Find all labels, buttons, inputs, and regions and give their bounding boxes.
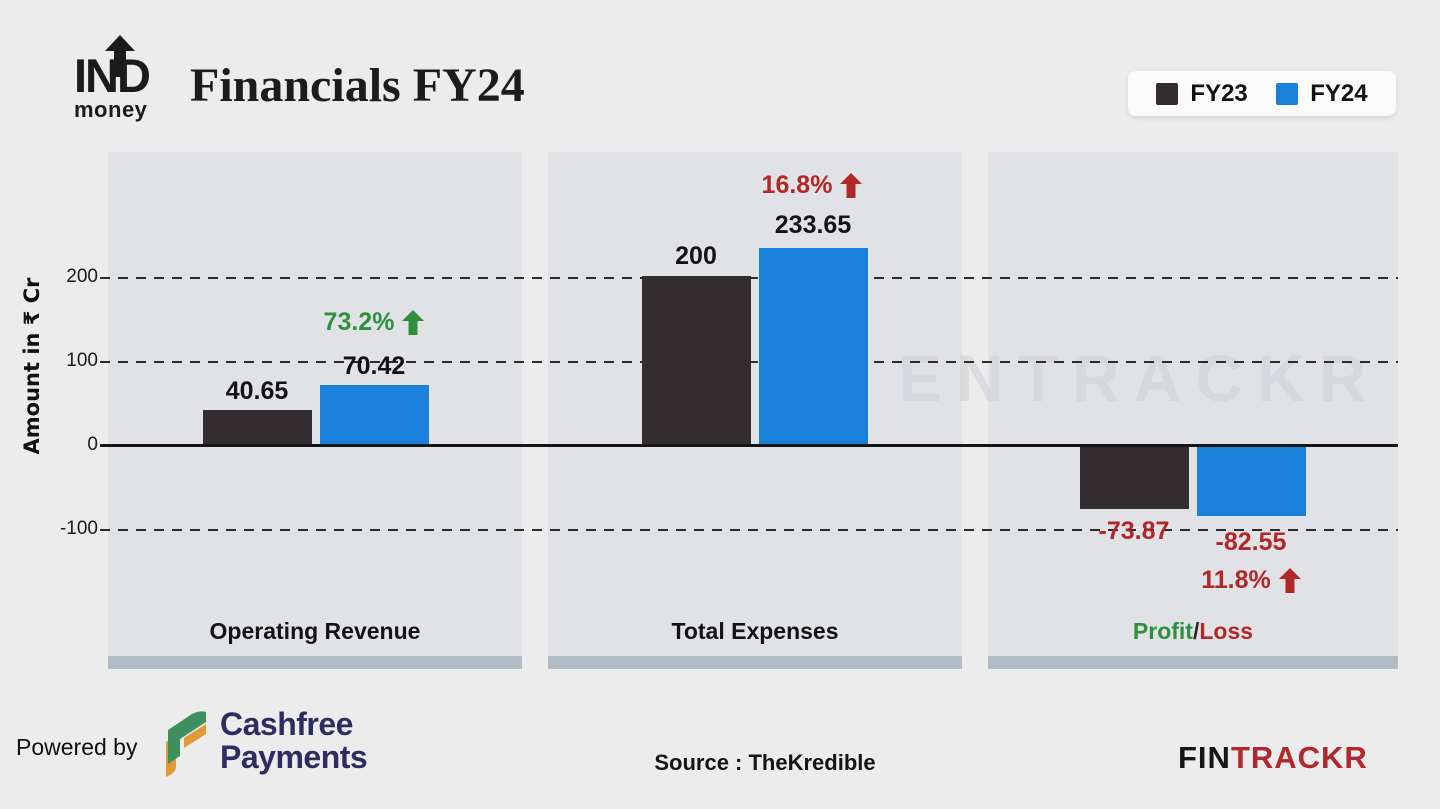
fintrackr-logo: FINTRACKR [1178, 740, 1368, 776]
up-arrow-icon [105, 35, 135, 77]
value-label-expenses-fy23: 200 [675, 242, 717, 270]
up-arrow-icon [402, 310, 425, 335]
y-tick-0: 0 [87, 434, 98, 455]
page-title: Financials FY24 [190, 59, 525, 112]
category-label-total-expenses: Total Expenses [671, 618, 839, 644]
change-label-loss: 11.8% [1151, 566, 1351, 595]
cashfree-icon [166, 711, 206, 777]
loss-label: Loss [1199, 618, 1254, 644]
panel-shadow-strip [108, 656, 522, 669]
indmoney-logo-text: IND [74, 49, 151, 102]
change-text-loss: 11.8% [1201, 566, 1271, 594]
entrackr-watermark: ENTRACKR [898, 341, 1381, 415]
cashfree-logo: Cashfree Payments [152, 706, 368, 778]
fintrackr-trackr: TRACKR [1230, 740, 1368, 775]
legend-label-fy24: FY24 [1310, 79, 1368, 107]
y-tick-200: 200 [66, 266, 98, 287]
chart-legend: FY23 FY24 [1128, 71, 1396, 116]
panel-profit-loss [988, 152, 1398, 656]
bar-profit-loss-fy23 [1080, 447, 1189, 510]
up-arrow-icon [1278, 568, 1301, 593]
panel-shadow-strip [988, 656, 1398, 669]
payments-word: Payments [220, 738, 368, 775]
indmoney-logo: IND money [74, 35, 184, 123]
up-arrow-icon [840, 173, 863, 198]
legend-item-fy24: FY24 [1276, 79, 1368, 108]
y-tick-minus-100: -100 [59, 518, 98, 539]
value-label-revenue-fy24: 70.42 [342, 352, 406, 380]
source-attribution: Source : TheKredible [654, 750, 876, 775]
legend-item-fy23: FY23 [1156, 79, 1248, 108]
y-tick-100: 100 [66, 350, 98, 371]
bar-total-expenses-fy23 [642, 276, 751, 444]
panel-total-expenses [548, 152, 962, 656]
cashfree-word: Cashfree [220, 706, 353, 742]
value-label-loss-fy24: -82.55 [1215, 528, 1287, 556]
indmoney-logo-subtext: money [74, 97, 148, 122]
bar-operating-revenue-fy24 [320, 384, 429, 444]
value-label-revenue-fy23: 40.65 [225, 377, 289, 405]
powered-by-text: Powered by [16, 734, 138, 760]
gridline-minus-100 [100, 529, 1398, 531]
category-label-operating-revenue: Operating Revenue [209, 618, 421, 644]
cashfree-wordmark: Cashfree Payments [220, 706, 368, 775]
change-label-expenses: 16.8% [712, 171, 912, 200]
change-label-revenue: 73.2% [274, 308, 474, 337]
change-text-revenue: 73.2% [323, 308, 395, 336]
value-label-loss-fy23: -73.87 [1098, 517, 1170, 545]
value-label-expenses-fy24: 233.65 [774, 211, 852, 239]
change-text-expenses: 16.8% [761, 171, 833, 199]
bar-total-expenses-fy24 [759, 247, 868, 444]
fy24-swatch-icon [1276, 82, 1299, 105]
bar-operating-revenue-fy23 [203, 409, 312, 444]
x-axis-zero-line [100, 444, 1398, 447]
panel-shadow-strip [548, 656, 962, 669]
legend-label-fy23: FY23 [1190, 79, 1248, 107]
category-label-profit-loss: Profit/Loss [988, 618, 1398, 645]
panel-operating-revenue [108, 152, 522, 656]
bar-profit-loss-fy24 [1197, 447, 1306, 517]
fintrackr-fin: FIN [1178, 740, 1231, 775]
y-axis-title: Amount in ₹ Cr [20, 277, 44, 455]
fy23-swatch-icon [1156, 82, 1179, 105]
slash-label: / [1192, 618, 1200, 644]
profit-label: Profit [1132, 618, 1193, 644]
